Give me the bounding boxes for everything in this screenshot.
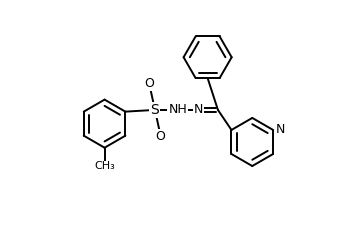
Text: NH: NH (169, 104, 187, 116)
Text: N: N (194, 104, 203, 116)
Text: O: O (156, 130, 166, 143)
Text: S: S (151, 103, 159, 117)
Text: N: N (276, 123, 285, 136)
Text: O: O (144, 77, 154, 90)
Text: CH₃: CH₃ (94, 161, 115, 172)
